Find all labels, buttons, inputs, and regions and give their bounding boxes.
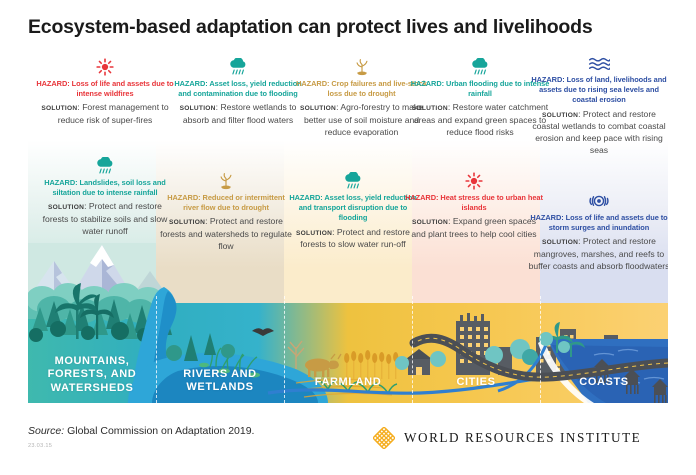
solution-text: SOLUTION: Restore water catchment areas … [411, 102, 549, 137]
dry-plant-icon [160, 170, 292, 190]
hazard-text: HAZARD: Crop failures and live-stock los… [296, 79, 427, 99]
zone-label-mountains: MOUNTAINS, FORESTS, AND WATERSHEDS [47, 355, 137, 394]
solution-label: SOLUTION [542, 111, 579, 119]
rain-cloud-icon [34, 155, 176, 175]
hazard-card-sea-level-rise: HAZARD: Loss of land, livelihoods and as… [528, 52, 668, 157]
hazard-card-urban-flooding: HAZARD: Urban flooding due to intense ra… [410, 56, 550, 138]
solution-text: SOLUTION: Forest management to reduce ri… [41, 102, 169, 125]
wri-wordmark: WORLD RESOURCES INSTITUTE [404, 430, 642, 445]
solution-body: Restore wetlands to absorb and filter fl… [182, 102, 297, 125]
hazard-card-crop-failure: HAZARD: Crop failures and live-stock los… [290, 56, 433, 138]
solution-label: SOLUTION [542, 239, 579, 247]
solution-text: SOLUTION: Protect and restore forests to… [296, 226, 410, 250]
solution-label: SOLUTION [48, 204, 85, 212]
solution-label: SOLUTION [41, 105, 78, 113]
solution-text: SOLUTION: Restore wetlands to absorb and… [179, 102, 297, 125]
hazard-text: HAZARD: Landslides, soil loss and siltat… [44, 178, 166, 198]
solution-label: SOLUTION [296, 229, 333, 237]
solution-body: Forest management to reduce risk of supe… [57, 102, 169, 125]
solution-text: SOLUTION: Expand green spaces and plant … [411, 216, 537, 239]
dry-plant-icon [290, 56, 433, 76]
solution-text: SOLUTION: Agro-forestry to make better u… [299, 102, 423, 137]
hazard-text: HAZARD: Urban flooding due to intense ra… [410, 79, 550, 99]
solution-label: SOLUTION [412, 219, 449, 227]
hazard-text: HAZARD: Loss of life and assets due to i… [36, 79, 174, 99]
solution-text: SOLUTION: Protect and restore forests to… [42, 201, 168, 236]
solution-label: SOLUTION [299, 105, 337, 113]
solution-text: SOLUTION: Protect and restore forests an… [160, 216, 292, 251]
hazard-text: HAZARD: Asset loss, yield reduction and … [174, 79, 302, 99]
hazard-card-flooding-wetlands: HAZARD: Asset loss, yield reduction and … [168, 56, 308, 126]
rain-cloud-icon [284, 170, 422, 190]
solution-body: Protect and restore mangroves, marshes, … [528, 236, 668, 271]
hazard-card-wildfire: HAZARD: Loss of life and assets due to i… [34, 56, 176, 126]
zone-label-coasts: COASTS [579, 376, 629, 388]
source-label: Source: [28, 425, 65, 437]
hazard-card-heat-stress: HAZARD: Heat stress due to urban heat is… [404, 170, 544, 240]
zone-divider-1 [156, 296, 157, 403]
solution-text: SOLUTION: Protect and restore mangroves,… [528, 236, 668, 271]
zone-divider-2 [284, 296, 285, 403]
zone-label-cities: CITIES [456, 376, 496, 388]
solution-body: Protect and restore forests to slow wate… [300, 226, 410, 250]
solution-body: Restore water catchment areas and expand… [413, 102, 549, 137]
hazard-card-river-flow: HAZARD: Reduced or intermittent river fl… [160, 170, 292, 252]
hazard-card-landslides: HAZARD: Landslides, soil loss and siltat… [34, 155, 176, 237]
solution-body: Protect and restore forests and watershe… [160, 216, 292, 251]
source-text: Global Commission on Adaptation 2019. [67, 425, 255, 437]
rain-cloud-icon [168, 56, 308, 76]
zone-label-rivers: RIVERS AND WETLANDS [183, 368, 257, 394]
solution-label: SOLUTION [411, 105, 448, 113]
source-line: Source: Global Commission on Adaptation … [28, 425, 254, 437]
sun-icon [34, 56, 176, 76]
solution-body: Protect and restore coastal wetlands to … [532, 108, 666, 156]
solution-text: SOLUTION: Protect and restore coastal we… [532, 108, 666, 156]
wri-logo: WORLD RESOURCES INSTITUTE [373, 427, 641, 449]
solution-body: Agro-forestry to make better use of soil… [303, 102, 423, 137]
hazard-text: HAZARD: Loss of life and assets due to s… [530, 213, 668, 233]
hazard-text: HAZARD: Loss of land, livelihoods and as… [531, 75, 667, 105]
sun-icon [404, 170, 544, 190]
waves-icon [528, 52, 668, 72]
zone-divider-4 [540, 296, 541, 403]
hazard-card-transport-disruption: HAZARD: Asset loss, yield reduction and … [284, 170, 422, 250]
rain-cloud-icon [410, 56, 550, 76]
storm-surge-icon [526, 190, 668, 210]
hazard-text: HAZARD: Heat stress due to urban heat is… [405, 193, 543, 213]
solution-body: Expand green spaces and plant trees to h… [411, 216, 537, 239]
illustration-panel: HAZARD: Loss of life and assets due to i… [28, 48, 668, 403]
solution-body: Protect and restore forests to stabilize… [42, 201, 168, 236]
solution-label: SOLUTION [169, 219, 206, 227]
solution-label: SOLUTION [179, 105, 216, 113]
date-stamp: 23.03.15 [28, 443, 53, 449]
wri-mark-icon [373, 427, 395, 449]
hazard-text: HAZARD: Asset loss, yield reduction and … [289, 193, 417, 223]
zone-divider-3 [412, 296, 413, 403]
page-title: Ecosystem-based adaptation can protect l… [28, 16, 593, 38]
hazard-text: HAZARD: Reduced or intermittent river fl… [167, 193, 285, 213]
zone-label-farmland: FARMLAND [314, 376, 382, 388]
hazard-card-storm-surge: HAZARD: Loss of life and assets due to s… [526, 190, 668, 272]
landscape-illustration [28, 243, 668, 403]
